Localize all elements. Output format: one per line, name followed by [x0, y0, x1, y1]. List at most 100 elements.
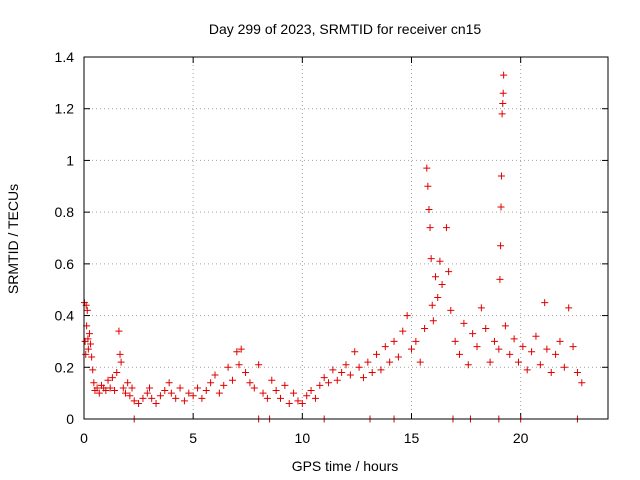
data-point — [211, 371, 219, 379]
data-point — [198, 394, 206, 402]
data-point — [497, 172, 505, 180]
data-point — [421, 325, 429, 332]
data-point — [424, 182, 432, 190]
data-point — [425, 206, 433, 214]
data-point — [172, 394, 180, 402]
data-point — [115, 327, 123, 335]
data-point — [285, 399, 293, 407]
data-point — [85, 330, 93, 338]
data-point — [416, 358, 424, 366]
data-point — [338, 368, 346, 376]
data-point — [427, 255, 435, 263]
data-point — [495, 345, 503, 353]
data-point — [95, 389, 103, 397]
data-point — [281, 381, 289, 389]
data-point — [224, 363, 232, 371]
data-point — [423, 164, 431, 172]
data-point — [460, 319, 468, 327]
data-point — [104, 376, 112, 384]
data-point — [298, 399, 306, 407]
data-point — [290, 389, 298, 397]
data-point — [429, 317, 437, 325]
data-point — [235, 361, 243, 369]
data-point — [560, 363, 568, 371]
data-point — [543, 345, 551, 353]
data-point — [412, 337, 420, 345]
data-point — [237, 345, 245, 353]
data-point — [523, 366, 531, 374]
data-point — [189, 392, 197, 400]
y-tick-label: 0 — [66, 411, 74, 427]
data-point — [102, 387, 110, 395]
data-point — [148, 394, 156, 402]
data-point — [377, 366, 385, 374]
data-point — [88, 353, 96, 361]
data-point — [294, 397, 302, 405]
data-point — [272, 387, 280, 395]
data-point — [428, 301, 436, 309]
data-point — [451, 337, 459, 345]
data-point — [106, 384, 114, 392]
data-point — [113, 368, 121, 376]
data-point — [528, 348, 536, 356]
data-point — [83, 306, 91, 314]
data-point — [394, 353, 402, 361]
data-point — [161, 387, 169, 395]
data-point — [263, 394, 271, 402]
data-point — [139, 394, 147, 402]
data-point — [146, 384, 153, 392]
data-point — [311, 394, 319, 402]
data-point — [426, 224, 434, 232]
y-axis-label: SRMTID / TECUs — [5, 184, 21, 294]
data-point — [333, 376, 341, 384]
data-point — [556, 337, 564, 345]
data-point — [500, 71, 508, 79]
data-point — [346, 371, 354, 379]
data-point — [329, 366, 337, 374]
data-point — [514, 358, 522, 366]
data-point — [246, 379, 254, 387]
data-point — [490, 337, 498, 345]
data-point — [135, 399, 143, 407]
data-point — [569, 343, 577, 351]
data-point — [111, 387, 119, 395]
data-point — [116, 350, 124, 358]
data-point — [473, 343, 481, 351]
y-tick-label: 0.8 — [55, 204, 75, 220]
y-tick-label: 0.4 — [55, 308, 75, 324]
data-point — [277, 394, 284, 402]
data-point — [130, 397, 138, 405]
data-point — [408, 345, 415, 353]
data-point — [498, 110, 506, 118]
data-point — [143, 389, 151, 397]
chart-title: Day 299 of 2023, SRMTID for receiver cn1… — [209, 21, 482, 37]
data-point — [316, 381, 324, 389]
data-point — [180, 397, 188, 405]
data-point — [90, 379, 98, 387]
data-point — [386, 358, 394, 366]
data-point — [84, 335, 92, 343]
data-point — [373, 350, 381, 358]
data-points — [80, 71, 586, 423]
data-point — [108, 374, 116, 382]
data-point — [268, 376, 276, 384]
data-point — [381, 343, 389, 351]
data-point — [185, 389, 193, 397]
data-point — [156, 392, 164, 400]
data-point — [368, 368, 376, 376]
data-point — [482, 325, 490, 332]
data-point — [207, 379, 215, 387]
data-point — [117, 358, 125, 366]
data-point — [152, 399, 160, 407]
data-point — [552, 350, 560, 358]
data-point — [442, 224, 450, 232]
data-point — [506, 350, 514, 358]
data-point — [499, 100, 507, 108]
data-point — [501, 322, 509, 330]
x-tick-label: 15 — [404, 430, 420, 446]
y-tick-label: 1 — [66, 152, 74, 168]
data-point — [510, 335, 518, 343]
data-point — [82, 350, 90, 358]
data-point — [456, 350, 464, 358]
data-point — [194, 384, 202, 392]
